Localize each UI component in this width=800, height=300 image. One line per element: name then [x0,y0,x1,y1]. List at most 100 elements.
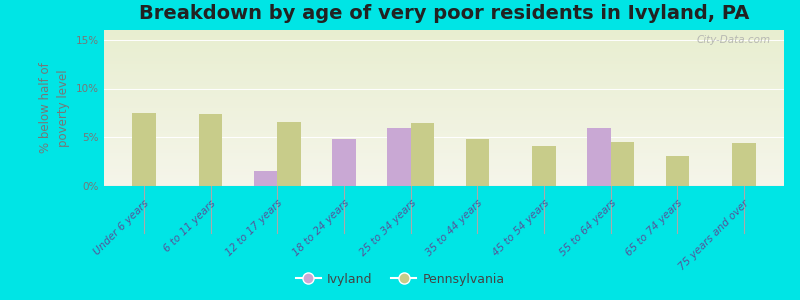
Bar [104,183,784,184]
Bar [104,158,784,160]
Bar [104,89,784,91]
Bar [610,142,634,186]
Bar [104,138,784,139]
Bar [104,170,784,172]
Bar [104,36,784,38]
Bar [104,38,784,39]
Bar [104,166,784,167]
Bar [104,156,784,158]
Bar [732,143,756,186]
Bar [104,106,784,108]
Bar [104,53,784,55]
Bar [104,49,784,50]
Bar [254,171,278,186]
Bar [104,164,784,166]
Bar [104,125,784,127]
Bar [104,88,784,89]
Text: Under 6 years: Under 6 years [92,198,151,257]
Bar [104,91,784,92]
Bar [104,33,784,35]
Bar [104,150,784,152]
Text: 65 to 74 years: 65 to 74 years [624,198,685,258]
Text: 45 to 54 years: 45 to 54 years [490,198,551,258]
Bar [104,141,784,142]
Bar [104,70,784,72]
Bar [104,35,784,36]
Bar [104,131,784,133]
Bar [104,44,784,46]
Bar [104,111,784,113]
Text: 75 years and over: 75 years and over [678,198,751,272]
Bar [532,146,556,186]
Bar [104,61,784,63]
Bar [104,117,784,119]
Text: City-Data.com: City-Data.com [696,35,770,45]
Bar [104,113,784,114]
Bar [104,139,784,141]
Bar [104,55,784,56]
Bar [104,173,784,175]
Bar [104,119,784,121]
Bar [104,178,784,180]
Bar [104,121,784,122]
Bar [104,181,784,183]
Bar [104,130,784,131]
Title: Breakdown by age of very poor residents in Ivyland, PA: Breakdown by age of very poor residents … [139,4,749,23]
Bar [104,144,784,146]
Bar [104,133,784,134]
Bar [104,97,784,99]
Bar [104,147,784,148]
Bar [104,114,784,116]
Bar [104,160,784,161]
Bar [104,146,784,147]
Bar [104,32,784,33]
Bar [104,169,784,170]
Text: 35 to 44 years: 35 to 44 years [424,198,485,258]
Bar [104,43,784,44]
Bar [104,72,784,74]
Bar [666,156,689,186]
Bar [104,63,784,64]
Bar [104,80,784,82]
Bar [199,114,222,186]
Bar [104,136,784,138]
Bar [104,172,784,173]
Bar [104,86,784,88]
Bar [104,161,784,163]
Bar [104,68,784,69]
Bar [104,177,784,178]
Bar [104,127,784,128]
Bar [104,148,784,150]
Bar [104,83,784,85]
Bar [104,152,784,153]
Text: 6 to 11 years: 6 to 11 years [162,198,218,254]
Bar [104,167,784,169]
Text: 18 to 24 years: 18 to 24 years [290,198,351,258]
Bar [104,69,784,70]
Bar [104,47,784,49]
Bar [104,82,784,83]
Bar [587,128,610,186]
Bar [104,41,784,43]
Bar [410,123,434,186]
Bar [104,66,784,68]
Bar [104,105,784,106]
Bar [104,56,784,58]
Bar [104,58,784,60]
Bar [104,110,784,111]
Bar [104,163,784,164]
Bar [104,95,784,97]
Bar [332,139,356,186]
Bar [104,50,784,52]
Bar [104,99,784,100]
Bar [104,122,784,124]
Bar [104,94,784,95]
Bar [104,92,784,94]
Bar [104,64,784,66]
Bar [387,128,410,186]
Bar [104,100,784,102]
Bar [466,139,489,186]
Bar [104,85,784,86]
Bar [104,124,784,125]
Bar [104,116,784,117]
